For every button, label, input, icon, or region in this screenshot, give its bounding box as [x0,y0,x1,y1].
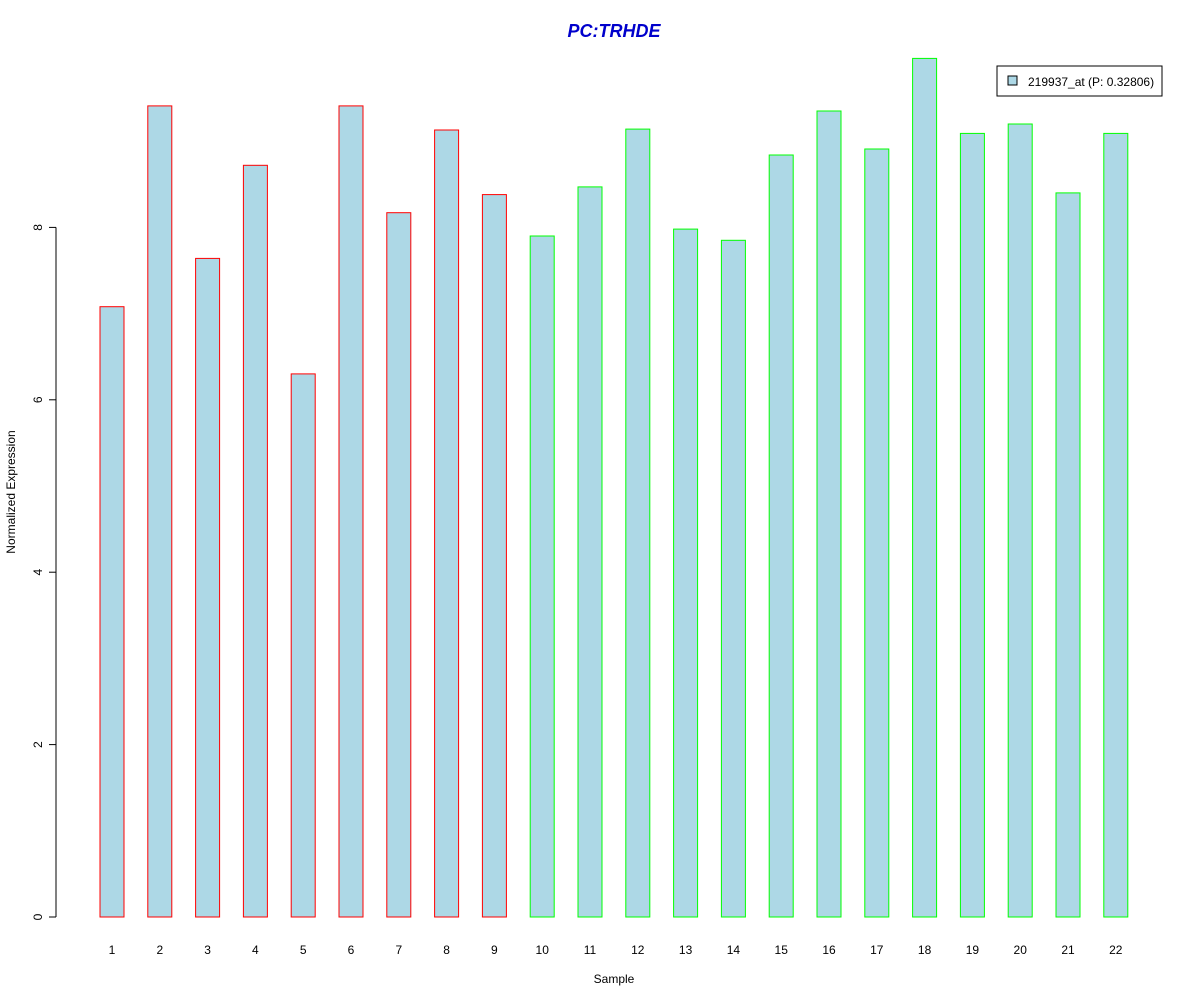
x-tick-label: 13 [679,943,693,957]
x-tick-label: 14 [727,943,741,957]
bar-sample-14 [720,239,746,918]
x-tick-label: 4 [252,943,259,957]
legend-box [996,65,1163,97]
x-tick-label: 6 [348,943,355,957]
y-tick-label: 8 [31,224,45,231]
bar-sample-3 [195,257,221,918]
legend-label: 219937_at (P: 0.32806) [1028,75,1154,89]
bar-sample-20 [1007,123,1033,918]
x-tick-label: 19 [966,943,980,957]
bar-sample-21 [1055,192,1081,918]
x-tick-label: 12 [631,943,645,957]
x-tick-label: 8 [443,943,450,957]
bar-sample-17 [864,148,890,918]
x-tick-label: 16 [822,943,836,957]
x-tick-label: 15 [775,943,789,957]
x-tick-label: 1 [109,943,116,957]
y-tick-label: 4 [31,569,45,576]
bar-sample-22 [1103,132,1129,918]
y-axis: 0 2 4 6 8 [31,224,57,920]
y-tick-label: 6 [31,396,45,403]
x-tick-label: 5 [300,943,307,957]
bar-sample-9 [481,194,507,918]
x-tick-label: 22 [1109,943,1123,957]
x-tick-label: 2 [156,943,163,957]
y-axis-label: Normalized Expression [4,430,18,553]
bar-sample-6 [338,105,364,918]
x-tick-label: 3 [204,943,211,957]
x-tick-label: 18 [918,943,932,957]
bar-sample-2 [147,105,173,918]
bar-sample-15 [768,154,794,918]
legend-swatch [1007,75,1018,86]
x-tick-label: 9 [491,943,498,957]
x-tick-label: 11 [584,943,597,957]
bar-sample-16 [816,110,842,918]
bar-sample-1 [99,306,125,918]
bar-sample-18 [912,57,938,918]
legend: 219937_at (P: 0.32806) [996,65,1163,97]
bar-sample-11 [577,186,603,918]
bar-sample-8 [434,129,460,918]
bar-sample-19 [959,132,985,918]
bar-sample-7 [386,212,412,918]
bar-sample-5 [290,373,316,918]
x-tick-label: 7 [395,943,402,957]
bar-sample-12 [625,128,651,918]
x-tick-label: 10 [536,943,550,957]
x-tick-labels: 1 2 3 4 5 6 7 8 9 10 11 12 13 14 15 16 17 18 19 20 21 22 [109,943,1123,957]
x-tick-label: 20 [1014,943,1028,957]
bar-sample-10 [529,235,555,918]
x-tick-label: 17 [870,943,884,957]
x-tick-label: 21 [1061,943,1075,957]
y-tick-label: 2 [31,741,45,748]
x-axis-label: Sample [594,972,635,986]
bar-sample-4 [242,164,268,918]
chart-title: PC:TRHDE [568,21,662,41]
bars-group [99,57,1129,918]
bar-sample-13 [673,228,699,918]
y-tick-label: 0 [31,913,45,920]
